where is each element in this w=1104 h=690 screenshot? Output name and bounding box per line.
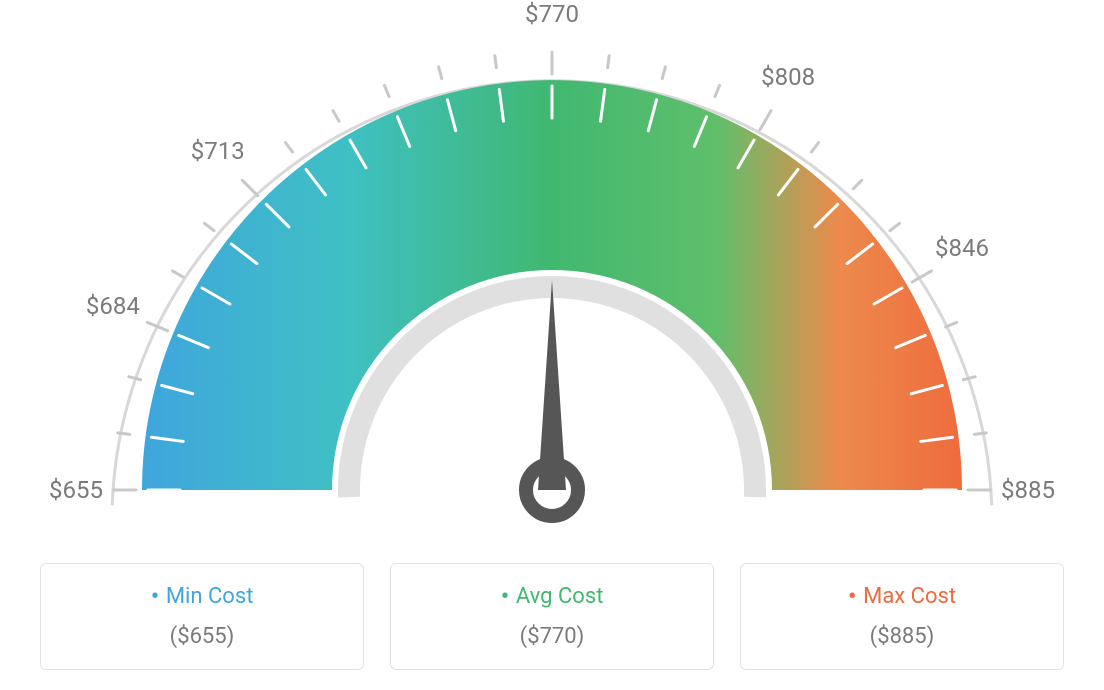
- gauge-tick-label: $808: [761, 63, 815, 91]
- gauge-area: $655 $684 $713 $770 $808 $846 $885: [0, 0, 1104, 560]
- legend-max-title: Max Cost: [751, 582, 1053, 612]
- gauge-chart-container: $655 $684 $713 $770 $808 $846 $885 Min Cost ($…: [0, 0, 1104, 690]
- legend-max-value: ($885): [751, 624, 1053, 649]
- gauge-tick-label: $655: [49, 476, 103, 504]
- gauge-tick-label: $684: [86, 292, 140, 320]
- legend-min-title: Min Cost: [51, 582, 353, 612]
- legend-card-avg: Avg Cost ($770): [390, 563, 714, 670]
- legend-card-max: Max Cost ($885): [740, 563, 1064, 670]
- legend-avg-title: Avg Cost: [401, 582, 703, 612]
- legend-avg-value: ($770): [401, 624, 703, 649]
- gauge-tick-label: $713: [191, 137, 245, 165]
- gauge-tick-label: $885: [1001, 476, 1055, 504]
- gauge-svg: [0, 0, 1104, 560]
- gauge-tick-label: $846: [935, 234, 989, 262]
- legend-card-min: Min Cost ($655): [40, 563, 364, 670]
- gauge-tick-label: $770: [525, 0, 579, 28]
- legend-min-value: ($655): [51, 624, 353, 649]
- legend-row: Min Cost ($655) Avg Cost ($770) Max Cost…: [40, 563, 1064, 670]
